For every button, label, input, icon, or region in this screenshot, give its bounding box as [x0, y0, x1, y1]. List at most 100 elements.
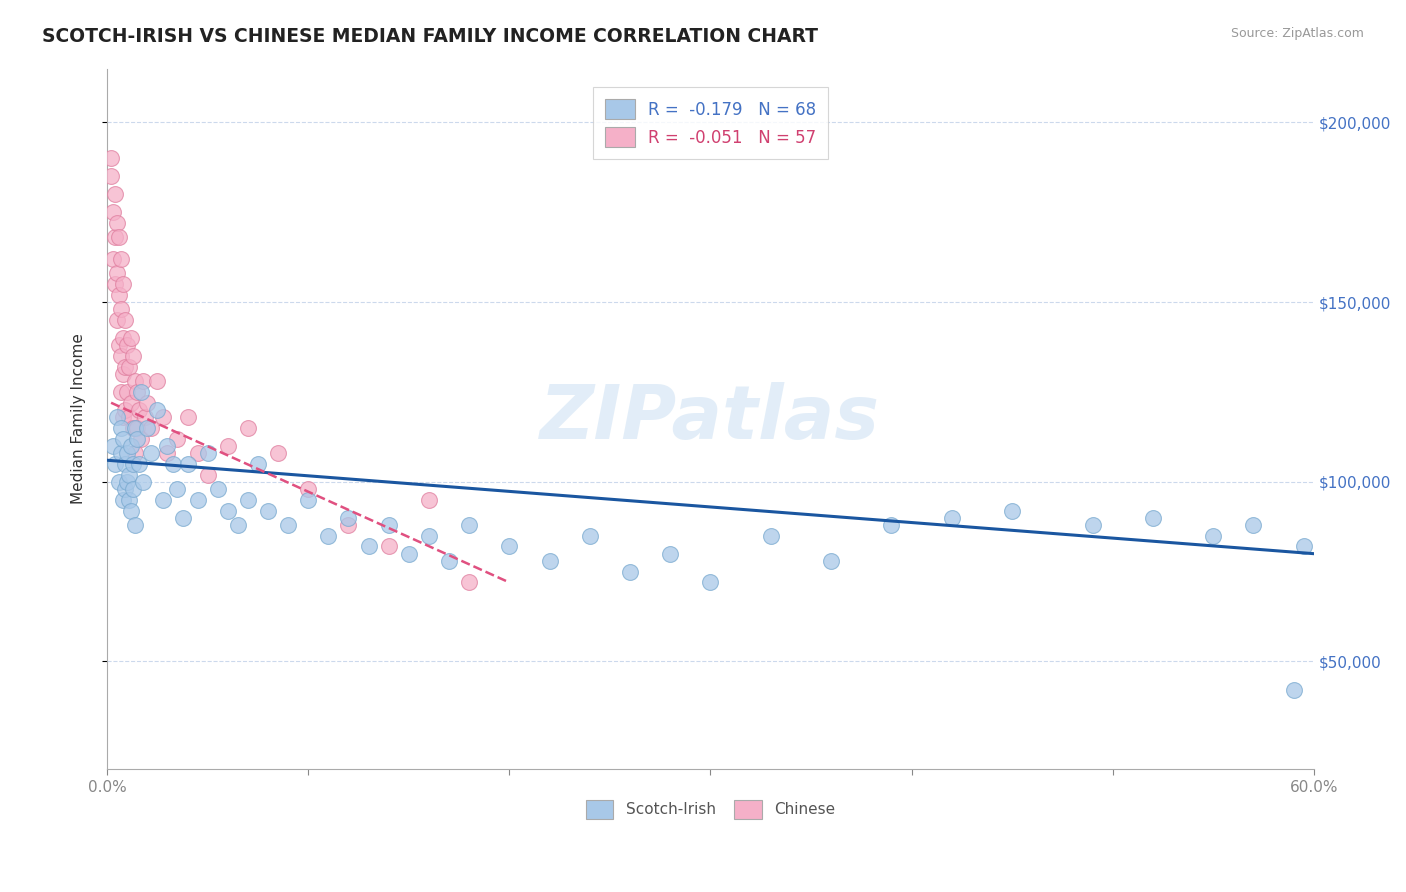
Point: [156, 446, 179, 460]
Point: [1282, 683, 1305, 698]
Point: [114, 403, 136, 417]
Point: [114, 457, 136, 471]
Point: [217, 439, 239, 453]
Point: [1292, 540, 1315, 554]
Point: [136, 396, 159, 410]
Point: [187, 446, 209, 460]
Point: [236, 492, 259, 507]
Point: [120, 503, 142, 517]
Text: Source: ZipAtlas.com: Source: ZipAtlas.com: [1230, 27, 1364, 40]
Point: [458, 575, 481, 590]
Point: [257, 503, 280, 517]
Point: [112, 432, 135, 446]
Point: [699, 575, 721, 590]
Point: [129, 384, 152, 399]
Point: [105, 313, 128, 327]
Point: [1241, 517, 1264, 532]
Point: [1202, 529, 1225, 543]
Point: [136, 421, 159, 435]
Point: [226, 517, 249, 532]
Point: [156, 439, 179, 453]
Point: [166, 482, 188, 496]
Point: [297, 482, 319, 496]
Point: [112, 367, 135, 381]
Legend: Scotch-Irish, Chinese: Scotch-Irish, Chinese: [579, 794, 841, 825]
Y-axis label: Median Family Income: Median Family Income: [72, 334, 86, 504]
Point: [127, 432, 149, 446]
Point: [418, 529, 440, 543]
Point: [197, 467, 219, 482]
Point: [101, 205, 124, 219]
Point: [115, 338, 138, 352]
Point: [207, 482, 229, 496]
Point: [759, 529, 782, 543]
Point: [162, 457, 184, 471]
Point: [173, 510, 195, 524]
Point: [122, 349, 145, 363]
Point: [418, 492, 440, 507]
Point: [152, 410, 174, 425]
Point: [118, 410, 141, 425]
Point: [236, 421, 259, 435]
Point: [120, 396, 142, 410]
Point: [110, 421, 132, 435]
Point: [124, 374, 146, 388]
Point: [134, 410, 156, 425]
Point: [128, 457, 150, 471]
Point: [124, 517, 146, 532]
Point: [1081, 517, 1104, 532]
Point: [112, 277, 135, 292]
Point: [217, 503, 239, 517]
Point: [1142, 510, 1164, 524]
Point: [110, 252, 132, 266]
Point: [377, 517, 399, 532]
Point: [105, 266, 128, 280]
Point: [176, 410, 198, 425]
Point: [104, 187, 127, 202]
Point: [267, 446, 290, 460]
Point: [619, 565, 641, 579]
Point: [104, 277, 127, 292]
Point: [108, 288, 131, 302]
Point: [122, 482, 145, 496]
Point: [105, 410, 128, 425]
Point: [108, 230, 131, 244]
Point: [880, 517, 903, 532]
Point: [146, 374, 169, 388]
Point: [114, 482, 136, 496]
Point: [141, 421, 163, 435]
Point: [122, 421, 145, 435]
Point: [110, 349, 132, 363]
Point: [437, 554, 460, 568]
Point: [820, 554, 842, 568]
Point: [118, 467, 141, 482]
Point: [146, 403, 169, 417]
Point: [104, 457, 127, 471]
Point: [105, 216, 128, 230]
Point: [110, 302, 132, 317]
Point: [297, 492, 319, 507]
Point: [166, 432, 188, 446]
Point: [101, 252, 124, 266]
Point: [127, 421, 149, 435]
Point: [110, 384, 132, 399]
Point: [377, 540, 399, 554]
Point: [124, 446, 146, 460]
Point: [176, 457, 198, 471]
Point: [1001, 503, 1024, 517]
Point: [316, 529, 339, 543]
Point: [152, 492, 174, 507]
Point: [115, 384, 138, 399]
Point: [187, 492, 209, 507]
Point: [100, 169, 122, 184]
Point: [115, 446, 138, 460]
Point: [110, 446, 132, 460]
Point: [197, 446, 219, 460]
Point: [120, 439, 142, 453]
Point: [538, 554, 561, 568]
Point: [659, 547, 682, 561]
Point: [120, 331, 142, 345]
Point: [118, 492, 141, 507]
Text: ZIPatlas: ZIPatlas: [540, 383, 880, 456]
Point: [124, 421, 146, 435]
